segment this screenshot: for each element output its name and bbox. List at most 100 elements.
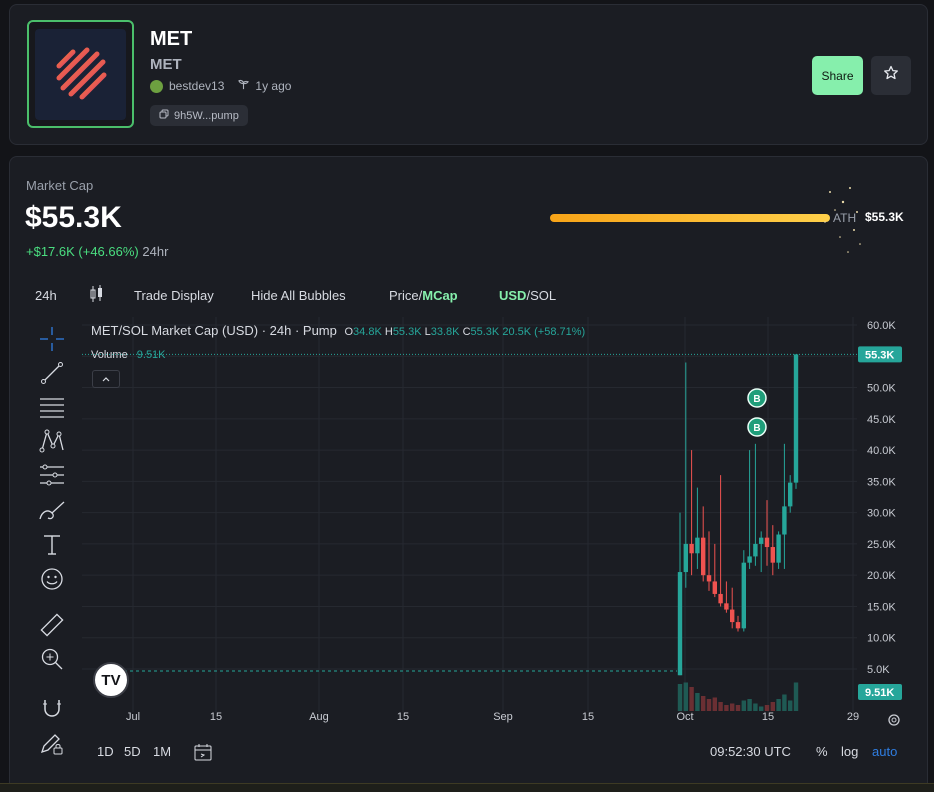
y-tick-label: 60.0K bbox=[867, 320, 896, 332]
token-image[interactable] bbox=[27, 20, 134, 128]
trade-display-button[interactable]: Trade Display bbox=[134, 287, 214, 303]
x-tick-label: 29 bbox=[847, 711, 859, 723]
volume-bar bbox=[770, 702, 775, 711]
log-scale-button[interactable]: log bbox=[841, 744, 859, 759]
candle-body bbox=[724, 603, 729, 610]
timeframe-1d[interactable]: 1D bbox=[97, 744, 114, 759]
collapse-legend-button[interactable] bbox=[92, 370, 120, 388]
timeframe-5d[interactable]: 5D bbox=[124, 744, 141, 759]
interval-button[interactable]: 24h bbox=[35, 287, 57, 303]
trade-bubble-label: B bbox=[753, 423, 760, 434]
date-range-button[interactable] bbox=[193, 742, 213, 765]
low-label: L bbox=[424, 326, 431, 338]
creator-name[interactable]: bestdev13 bbox=[169, 79, 225, 93]
candle-body bbox=[712, 581, 717, 594]
chevron-up-icon bbox=[101, 370, 111, 388]
candle-body bbox=[764, 537, 770, 548]
trade-bubble bbox=[747, 417, 767, 437]
price-option: Price/ bbox=[389, 287, 423, 303]
candle-body bbox=[706, 575, 712, 582]
volume-bar bbox=[776, 699, 781, 711]
measure-tool[interactable] bbox=[37, 612, 67, 643]
y-tick-label: 10.0K bbox=[867, 633, 896, 645]
candle-body bbox=[788, 482, 793, 507]
volume-bar bbox=[683, 682, 688, 711]
horizontal-lines-icon bbox=[39, 395, 65, 424]
hide-bubbles-button[interactable]: Hide All Bubbles bbox=[251, 287, 346, 303]
volume-bar bbox=[701, 696, 706, 711]
sliders-icon bbox=[39, 463, 65, 492]
open-label: O bbox=[344, 326, 354, 338]
y-tick-label: 45.0K bbox=[867, 414, 896, 426]
market-cap-label: Market Cap bbox=[26, 178, 94, 193]
prediction-tool[interactable] bbox=[37, 463, 67, 491]
candle-body bbox=[718, 593, 723, 604]
x-tick-label: Sep bbox=[493, 711, 513, 723]
price-chart[interactable]: 60.0K55.0K50.0K45.0K40.0K35.0K30.0K25.0K… bbox=[82, 317, 920, 732]
share-button[interactable]: Share bbox=[812, 56, 863, 95]
gear-hub bbox=[891, 717, 897, 723]
y-tick-label: 35.0K bbox=[867, 476, 896, 488]
candle-body bbox=[759, 537, 764, 544]
auto-scale-button[interactable]: auto bbox=[872, 744, 898, 759]
x-tick-label: Jul bbox=[126, 711, 140, 723]
high-value: 55.3K bbox=[392, 326, 422, 338]
copy-address-button[interactable]: 9h5W...pump bbox=[150, 105, 248, 126]
candle-body bbox=[730, 609, 735, 623]
creator-avatar[interactable] bbox=[150, 79, 163, 93]
lock-drawing-tool[interactable] bbox=[37, 732, 67, 760]
brush-icon bbox=[38, 499, 66, 528]
volume-legend: Volume 9.51K bbox=[91, 349, 166, 361]
zoom-tool[interactable] bbox=[37, 647, 67, 675]
brush-tool[interactable] bbox=[37, 499, 67, 527]
settings-gear-icon[interactable] bbox=[888, 714, 900, 726]
candle-body bbox=[677, 572, 683, 676]
candle-body bbox=[793, 354, 799, 483]
footer-strip bbox=[0, 783, 934, 792]
ruler-icon bbox=[39, 612, 65, 643]
x-tick-label: 15 bbox=[762, 711, 774, 723]
sprout-icon bbox=[238, 79, 250, 93]
change-amount: 20.5K (+58.71%) bbox=[502, 326, 586, 338]
mcap-option: MCap bbox=[422, 287, 458, 303]
candle-body bbox=[735, 622, 741, 629]
volume-bar bbox=[735, 705, 741, 711]
pattern-tool[interactable] bbox=[37, 429, 67, 457]
y-tick-label: 5.0K bbox=[867, 664, 890, 676]
magnet-tool[interactable] bbox=[37, 696, 67, 724]
volume-bar bbox=[689, 687, 694, 711]
trade-bubble bbox=[747, 388, 767, 408]
copy-icon bbox=[159, 109, 169, 122]
volume-bar bbox=[753, 703, 758, 711]
sparkle-icon bbox=[824, 187, 861, 253]
trendline-icon bbox=[40, 361, 64, 390]
pencil-lock-icon bbox=[39, 731, 65, 762]
smiley-icon bbox=[40, 567, 64, 596]
y-tick-label: 25.0K bbox=[867, 539, 896, 551]
volume-tag-label: 9.51K bbox=[865, 687, 894, 699]
favorite-button[interactable] bbox=[871, 56, 911, 95]
market-cap-value: $55.3K bbox=[25, 201, 122, 234]
volume-bar bbox=[788, 700, 793, 711]
crosshair-tool[interactable] bbox=[37, 326, 67, 355]
token-header: MET MET bestdev13 1y ago 9h5W...pump Sha… bbox=[9, 4, 928, 145]
token-symbol: MET bbox=[150, 56, 182, 73]
text-tool[interactable] bbox=[37, 533, 67, 561]
timeframe-1m[interactable]: 1M bbox=[153, 744, 172, 759]
candle-body bbox=[689, 543, 694, 554]
x-tick-label: Oct bbox=[676, 711, 693, 723]
emoji-tool[interactable] bbox=[37, 567, 67, 595]
percent-scale-button[interactable]: % bbox=[816, 744, 828, 759]
trendline-tool[interactable] bbox=[37, 361, 67, 389]
candle-body bbox=[701, 537, 706, 576]
price-tag bbox=[858, 346, 902, 363]
utc-clock[interactable]: 09:52:30 UTC bbox=[710, 744, 791, 759]
candle-type-button[interactable] bbox=[89, 283, 105, 307]
ath-progress-bar bbox=[550, 214, 830, 222]
tradingview-logo[interactable]: TV bbox=[93, 662, 129, 698]
candle-body bbox=[741, 562, 746, 629]
price-mcap-toggle[interactable]: Price/MCap bbox=[389, 283, 458, 307]
fib-tool[interactable] bbox=[37, 395, 67, 423]
currency-toggle[interactable]: USD/SOL bbox=[499, 283, 556, 307]
candle-body bbox=[695, 537, 700, 554]
